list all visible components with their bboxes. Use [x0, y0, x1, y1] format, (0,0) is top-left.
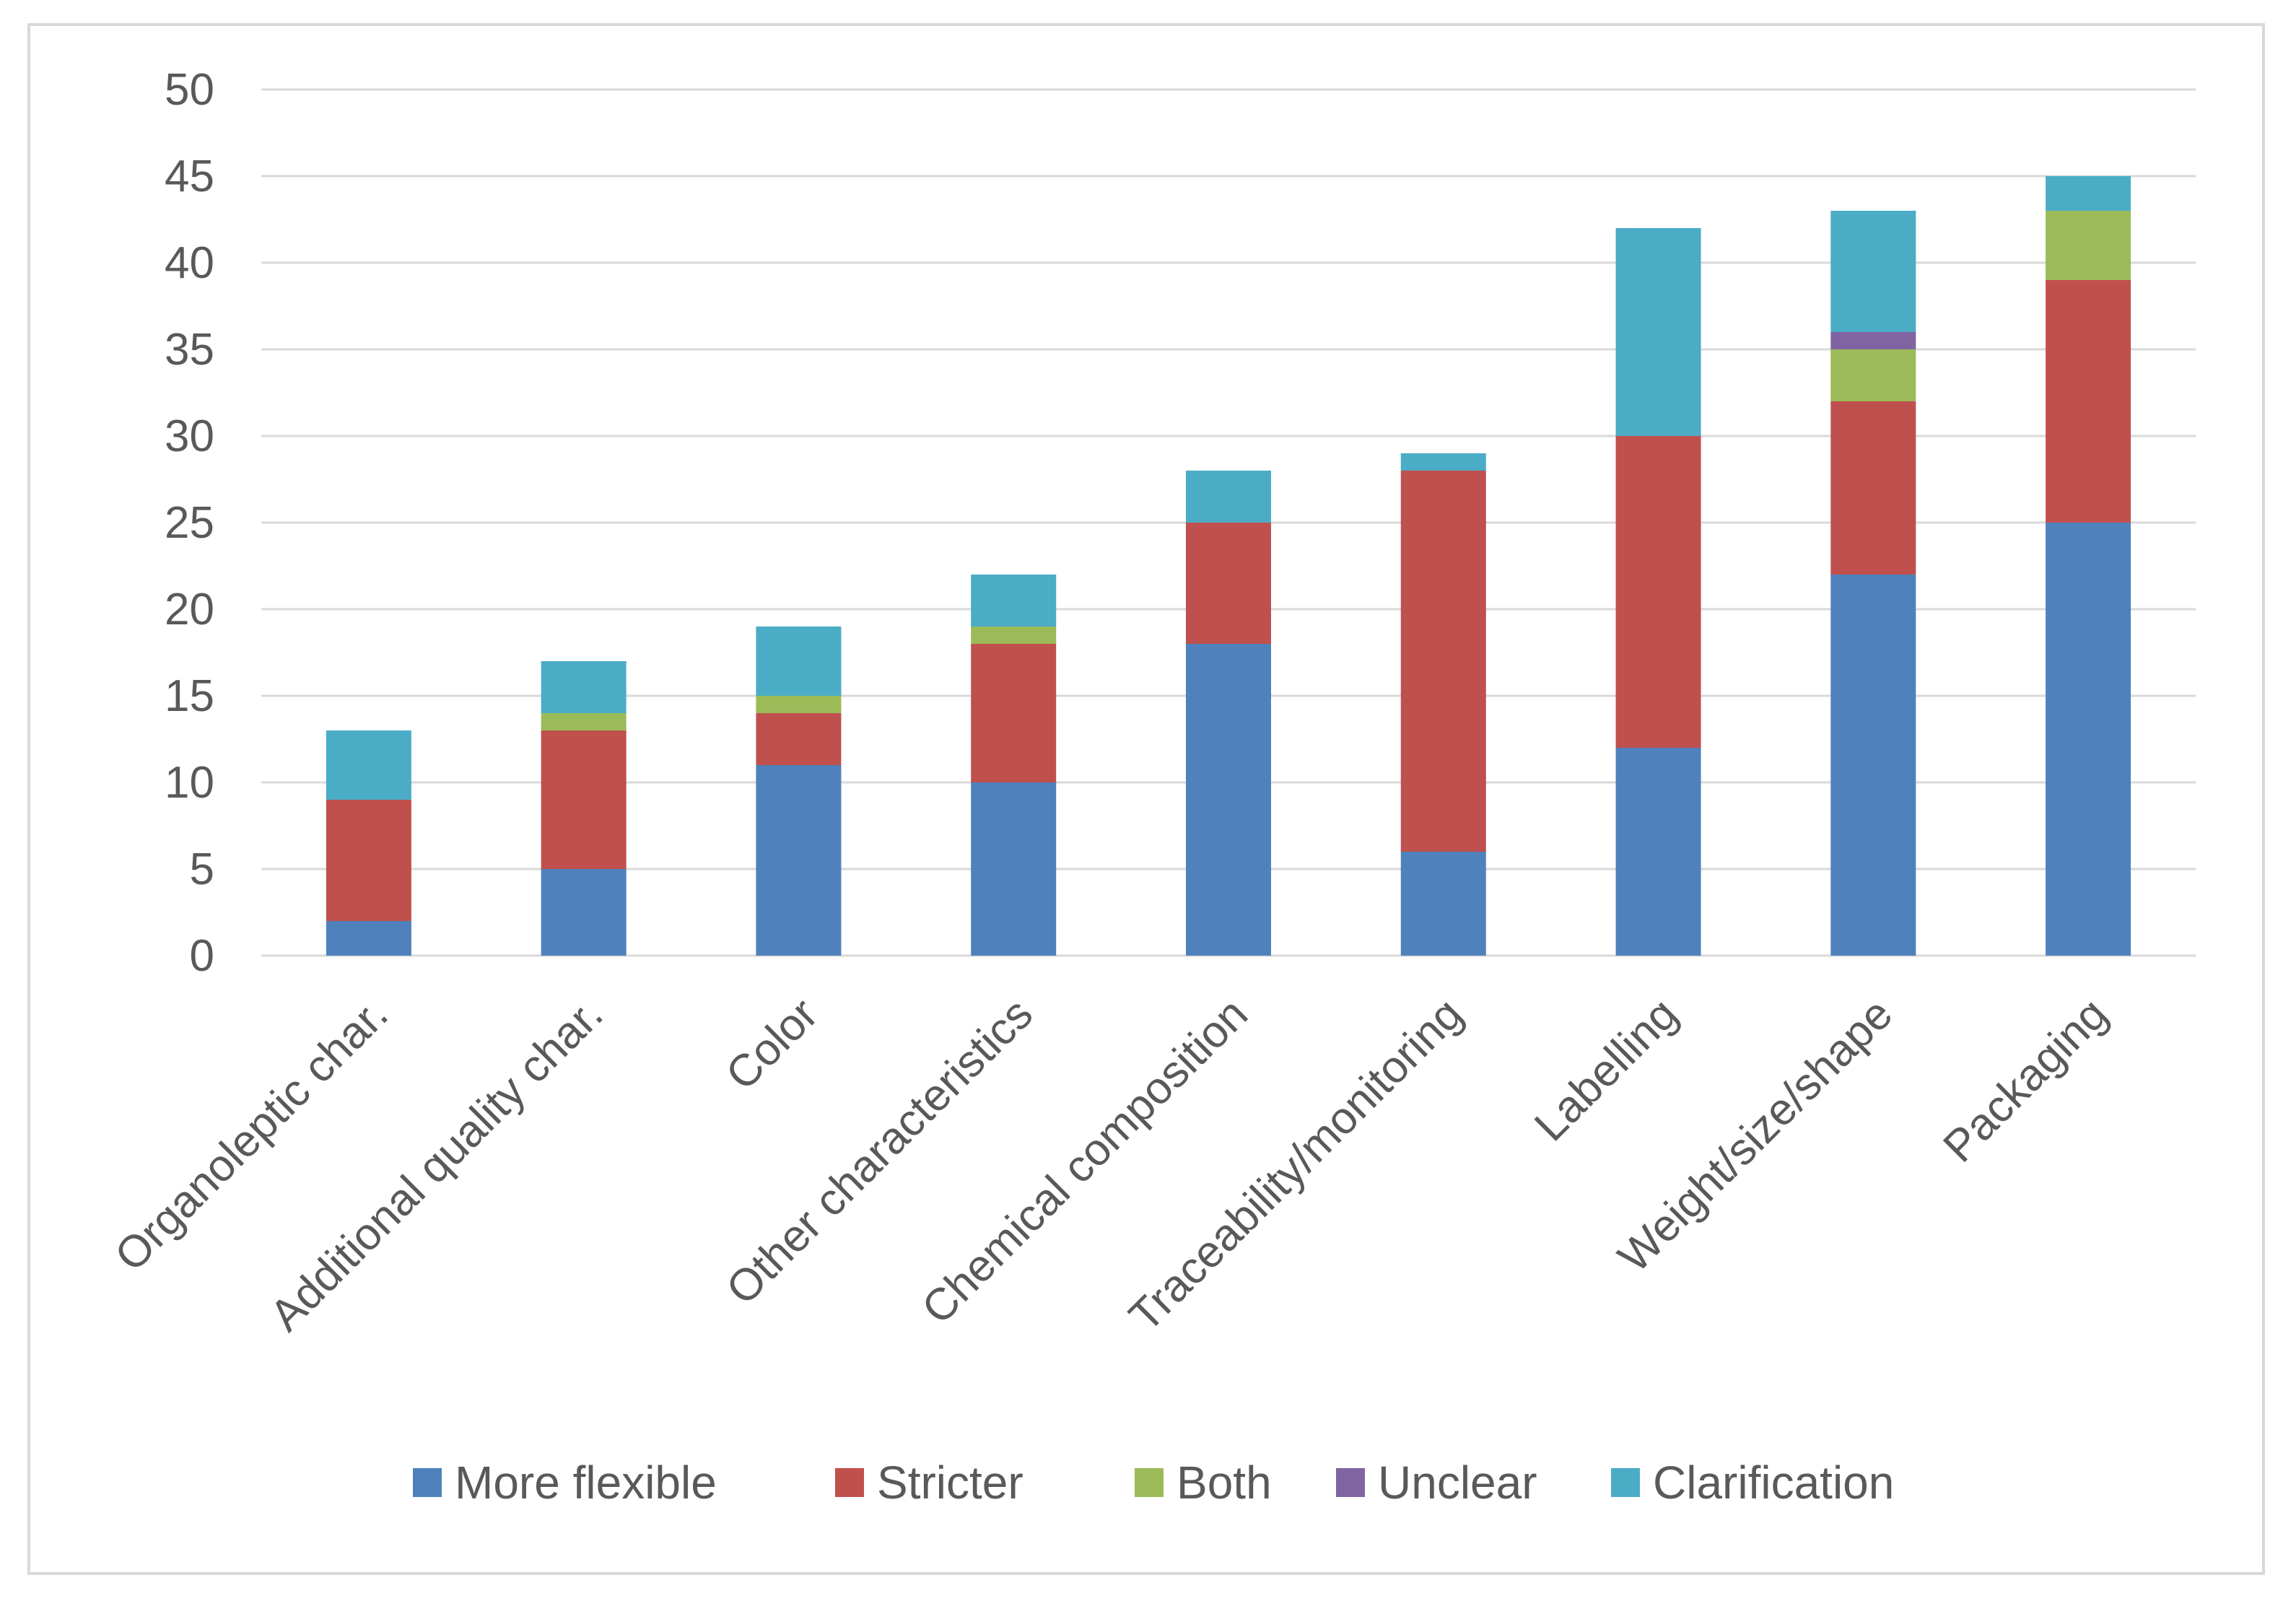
legend-label: More flexible — [455, 1457, 717, 1509]
legend: More flexible Stricter Both Unclear Clarific… — [413, 1457, 1894, 1509]
y-tick-label: 45 — [165, 152, 214, 201]
legend-item-more-flexible: More flexible — [413, 1457, 717, 1509]
bar-more-flexible-weight-size-shape — [1830, 575, 1916, 956]
bar-stricter-other-characteristics — [971, 644, 1057, 782]
bar-stack-other-characteristics — [971, 575, 1057, 956]
bar-stricter-traceability-monitoring — [1400, 471, 1486, 852]
bar-stricter-organoleptic-char — [326, 800, 411, 921]
legend-item-unclear: Unclear — [1336, 1457, 1537, 1509]
legend-swatch — [1135, 1468, 1164, 1497]
bar-stack-traceability-monitoring — [1400, 453, 1486, 956]
y-tick-label: 50 — [165, 65, 214, 115]
bar-stack-organoleptic-char — [326, 730, 411, 956]
legend-swatch — [1336, 1468, 1365, 1497]
bar-more-flexible-chemical-composition — [1186, 644, 1271, 956]
bar-both-other-characteristics — [971, 627, 1057, 644]
bar-clarification-weight-size-shape — [1830, 211, 1916, 332]
bar-clarification-additional-quality-char — [541, 661, 627, 713]
bar-unclear-weight-size-shape — [1830, 332, 1916, 349]
legend-swatch — [413, 1468, 442, 1497]
bar-both-weight-size-shape — [1830, 349, 1916, 401]
y-tick-label: 25 — [165, 498, 214, 548]
x-category-label: Labelling — [1525, 989, 1687, 1151]
bar-stricter-packaging — [2046, 280, 2131, 523]
legend-swatch — [835, 1468, 864, 1497]
y-tick-label: 15 — [165, 671, 214, 721]
bar-stricter-weight-size-shape — [1830, 401, 1916, 575]
y-tick-label: 20 — [165, 585, 214, 634]
bar-clarification-traceability-monitoring — [1400, 453, 1486, 471]
legend-label: Stricter — [877, 1457, 1023, 1509]
bar-stack-chemical-composition — [1186, 471, 1271, 956]
bar-stack-packaging — [2046, 176, 2131, 956]
x-category-label: Packaging — [1934, 989, 2117, 1172]
bar-both-color — [756, 696, 842, 713]
bars — [326, 176, 2131, 956]
y-tick-label: 10 — [165, 758, 214, 808]
bar-both-packaging — [2046, 211, 2131, 280]
bar-clarification-organoleptic-char — [326, 730, 411, 800]
x-axis-labels: Organoleptic char.Additional quality cha… — [105, 989, 2117, 1341]
bar-stricter-additional-quality-char — [541, 730, 627, 869]
bar-stack-color — [756, 627, 842, 956]
bar-more-flexible-traceability-monitoring — [1400, 852, 1486, 956]
legend-label: Clarification — [1653, 1457, 1894, 1509]
y-axis-ticks: 0 5 10 15 20 25 30 35 40 45 50 — [165, 65, 214, 981]
bar-clarification-packaging — [2046, 176, 2131, 211]
legend-label: Both — [1177, 1457, 1272, 1509]
bar-stricter-chemical-composition — [1186, 523, 1271, 644]
bar-stricter-color — [756, 713, 842, 765]
bar-more-flexible-organoleptic-char — [326, 921, 411, 956]
y-tick-label: 5 — [190, 845, 214, 894]
legend-item-clarification: Clarification — [1611, 1457, 1894, 1509]
bar-stack-weight-size-shape — [1830, 211, 1916, 956]
x-category-label: Color — [717, 989, 828, 1100]
stacked-bar-chart: 0 5 10 15 20 25 30 35 40 45 50 Organoleptic char.A… — [105, 65, 2196, 1509]
legend-item-both: Both — [1135, 1457, 1272, 1509]
y-tick-label: 35 — [165, 325, 214, 375]
bar-more-flexible-labelling — [1615, 748, 1701, 956]
legend-swatch — [1611, 1468, 1640, 1497]
bar-clarification-other-characteristics — [971, 575, 1057, 627]
bar-stack-labelling — [1615, 228, 1701, 956]
bar-both-additional-quality-char — [541, 713, 627, 730]
chart-frame: 0 5 10 15 20 25 30 35 40 45 50 Organoleptic char. A… — [27, 23, 2265, 1575]
bar-more-flexible-color — [756, 765, 842, 956]
y-tick-label: 0 — [190, 931, 214, 981]
bar-stack-additional-quality-char — [541, 661, 627, 956]
bar-clarification-labelling — [1615, 228, 1701, 436]
legend-item-stricter: Stricter — [835, 1457, 1023, 1509]
legend-label: Unclear — [1378, 1457, 1537, 1509]
bar-clarification-color — [756, 627, 842, 696]
bar-more-flexible-other-characteristics — [971, 782, 1057, 956]
y-tick-label: 40 — [165, 238, 214, 288]
bar-clarification-chemical-composition — [1186, 471, 1271, 523]
bar-more-flexible-additional-quality-char — [541, 869, 627, 956]
bar-stricter-labelling — [1615, 436, 1701, 748]
bar-more-flexible-packaging — [2046, 523, 2131, 956]
y-tick-label: 30 — [165, 411, 214, 461]
